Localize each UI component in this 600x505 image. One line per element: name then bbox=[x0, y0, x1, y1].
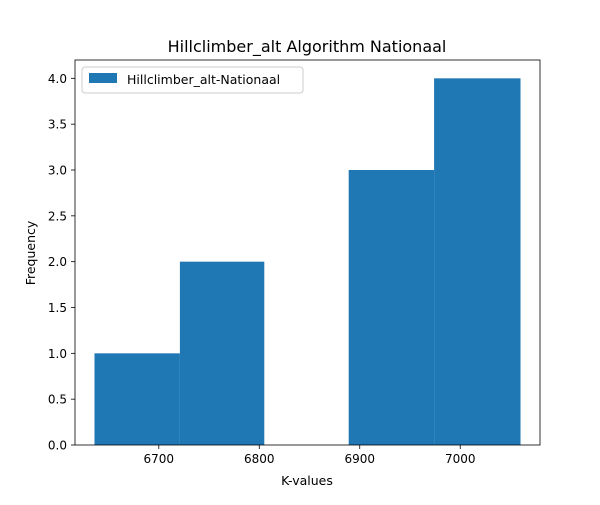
x-axis-ticks: 6700 6800 6900 7000 bbox=[144, 445, 476, 466]
histogram-bar-2 bbox=[179, 261, 265, 445]
bars-layer bbox=[94, 78, 521, 445]
legend-box bbox=[81, 66, 304, 94]
histogram-bar-4 bbox=[348, 170, 435, 445]
legend-swatch bbox=[89, 73, 117, 83]
y-tick-label: 0.5 bbox=[48, 393, 67, 407]
x-tick-label: 6800 bbox=[244, 452, 275, 466]
chart-title: Hillclimber_alt Algorithm Nationaal bbox=[168, 37, 447, 57]
y-axis-label: Frequency bbox=[23, 220, 38, 285]
plot-area-frame bbox=[74, 59, 541, 446]
y-tick-label: 3.5 bbox=[48, 118, 67, 132]
y-tick-label: 0.0 bbox=[48, 439, 67, 453]
x-axis-label: K-values bbox=[281, 473, 333, 488]
x-tick-label: 6900 bbox=[344, 452, 375, 466]
legend-label: Hillclimber_alt-Nationaal bbox=[127, 72, 280, 87]
axes-layer bbox=[74, 59, 541, 446]
y-axis-ticks: 0.0 0.5 1.0 1.5 2.0 2.5 3.0 3.5 4.0 bbox=[48, 72, 75, 453]
y-tick-label: 2.5 bbox=[48, 209, 67, 223]
x-tick-label: 6700 bbox=[144, 452, 175, 466]
y-tick-label: 3.0 bbox=[48, 164, 67, 178]
y-tick-label: 2.0 bbox=[48, 255, 67, 269]
y-tick-label: 1.0 bbox=[48, 347, 67, 361]
histogram-bar-1 bbox=[94, 353, 180, 445]
y-tick-label: 1.5 bbox=[48, 301, 67, 315]
histogram-bar-5 bbox=[434, 78, 521, 445]
y-tick-label: 4.0 bbox=[48, 72, 67, 86]
legend: Hillclimber_alt-Nationaal bbox=[81, 66, 304, 94]
x-tick-label: 7000 bbox=[445, 452, 476, 466]
